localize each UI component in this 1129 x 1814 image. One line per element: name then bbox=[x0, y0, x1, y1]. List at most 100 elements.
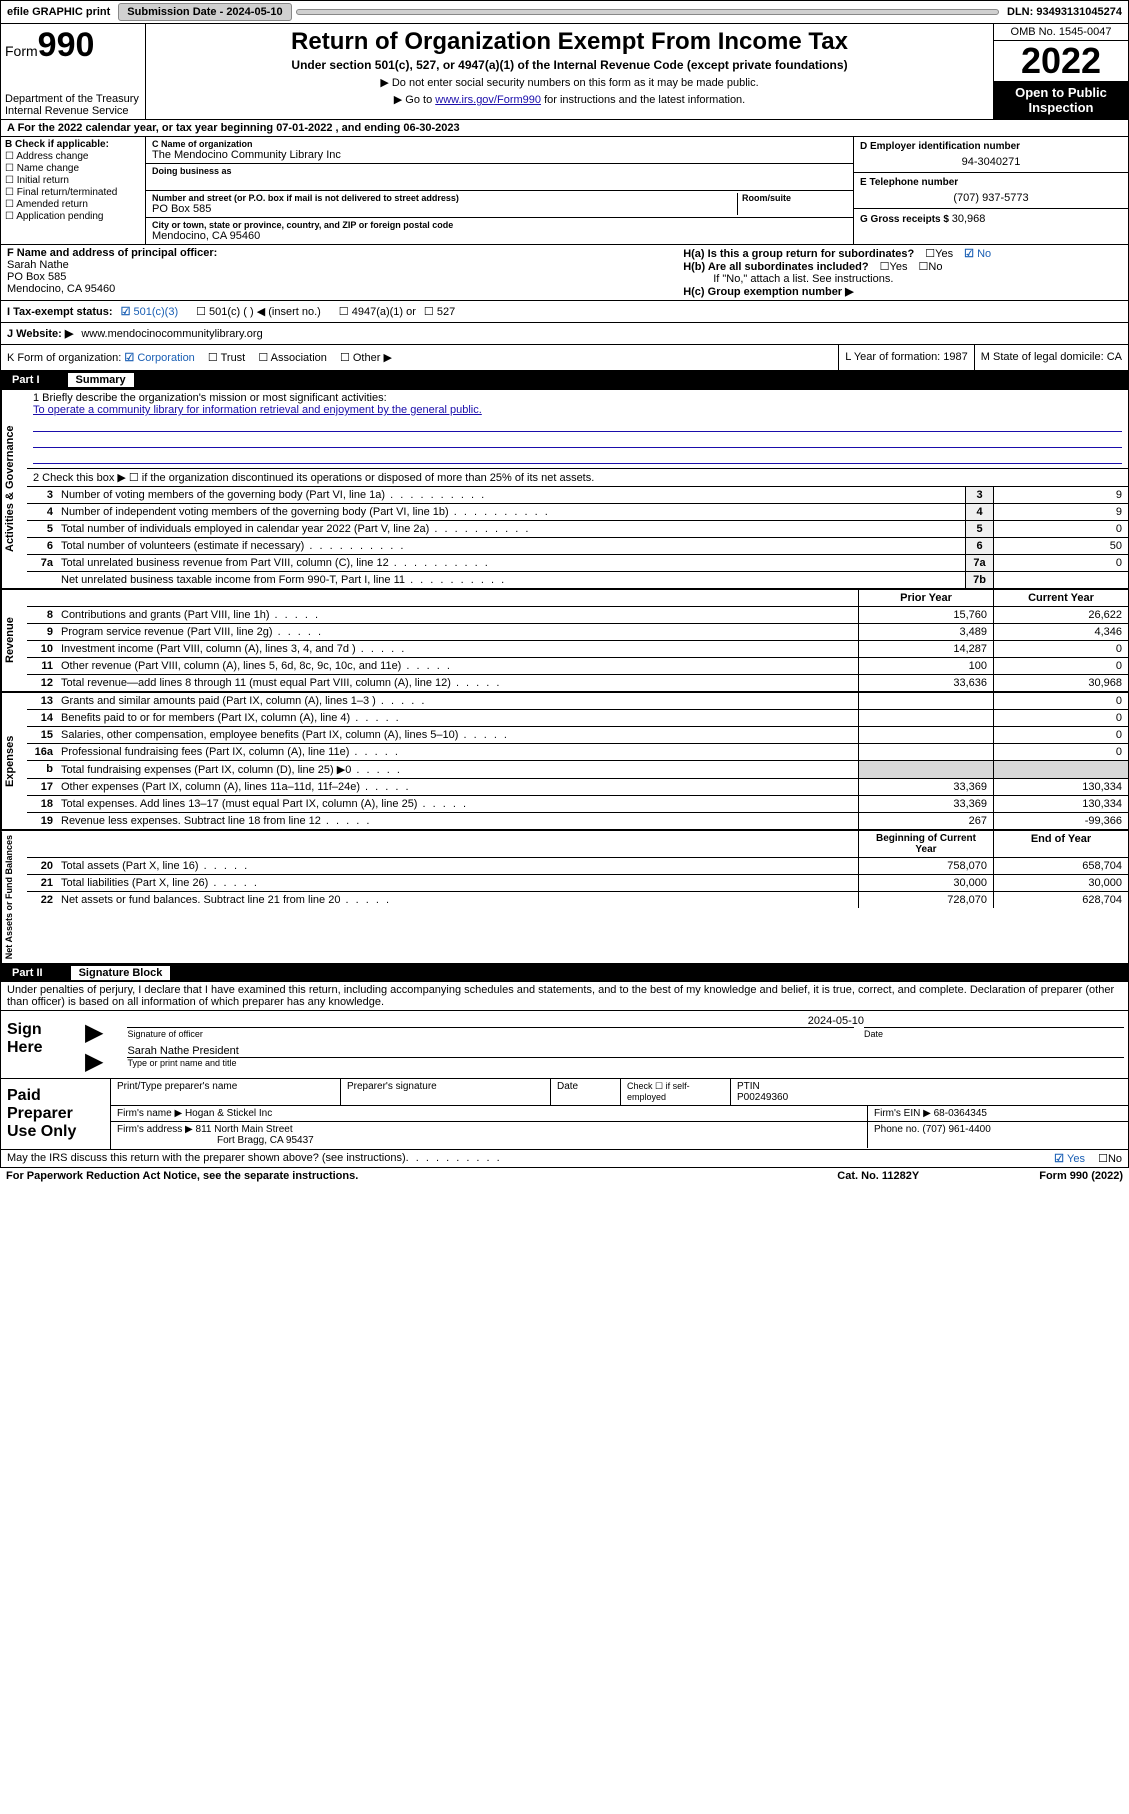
discuss-row: May the IRS discuss this return with the… bbox=[0, 1150, 1129, 1168]
box-k: K Form of organization: Corporation ☐ Tr… bbox=[1, 345, 838, 370]
mission-block: 1 Briefly describe the organization's mi… bbox=[27, 390, 1128, 469]
open-public-badge: Open to Public Inspection bbox=[994, 81, 1128, 119]
box-h: H(a) Is this a group return for subordin… bbox=[677, 245, 1128, 300]
discuss-no[interactable]: ☐No bbox=[1098, 1153, 1122, 1165]
row-klm: K Form of organization: Corporation ☐ Tr… bbox=[0, 345, 1129, 371]
footer: For Paperwork Reduction Act Notice, see … bbox=[0, 1168, 1129, 1184]
chk-4947[interactable]: ☐ 4947(a)(1) or bbox=[339, 305, 416, 318]
sig-arrow-2: ▶ bbox=[85, 1056, 103, 1068]
section-bcdeg: B Check if applicable: Address change Na… bbox=[0, 137, 1129, 244]
data-row: 15Salaries, other compensation, employee… bbox=[27, 727, 1128, 744]
box-b: B Check if applicable: Address change Na… bbox=[1, 137, 146, 244]
chk-address-change[interactable]: Address change bbox=[5, 151, 141, 162]
ein-label: D Employer identification number bbox=[860, 141, 1122, 152]
prep-selfemp[interactable]: Check ☐ if self-employed bbox=[621, 1079, 731, 1105]
phone-label: E Telephone number bbox=[860, 177, 1122, 188]
room-label: Room/suite bbox=[742, 193, 847, 203]
part1-body: Activities & Governance 1 Briefly descri… bbox=[0, 389, 1129, 964]
gov-row: 4Number of independent voting members of… bbox=[27, 504, 1128, 521]
chk-assoc[interactable]: ☐ Association bbox=[258, 352, 327, 364]
footer-left: For Paperwork Reduction Act Notice, see … bbox=[6, 1170, 358, 1182]
chk-app-pending[interactable]: Application pending bbox=[5, 211, 141, 222]
addr-value: PO Box 585 bbox=[152, 203, 737, 215]
discuss-dots bbox=[406, 1152, 502, 1165]
begin-year-header: Beginning of Current Year bbox=[858, 831, 993, 857]
top-bar: efile GRAPHIC print Submission Date - 20… bbox=[0, 0, 1129, 24]
firm-name-label: Firm's name ▶ bbox=[117, 1108, 185, 1119]
tax-year: 2022 bbox=[994, 41, 1128, 81]
discuss-yes[interactable]: Yes bbox=[1054, 1153, 1085, 1165]
vtab-netassets: Net Assets or Fund Balances bbox=[1, 831, 27, 963]
data-row: 11Other revenue (Part VIII, column (A), … bbox=[27, 658, 1128, 675]
chk-527[interactable]: ☐ 527 bbox=[424, 305, 455, 318]
mission-a: To operate a community library for infor… bbox=[33, 404, 1122, 416]
chk-501c[interactable]: ☐ 501(c) ( ) ◀ (insert no.) bbox=[196, 305, 321, 318]
part2-header: Part II Signature Block bbox=[0, 964, 1129, 982]
dba-label: Doing business as bbox=[152, 166, 847, 176]
submission-date-button[interactable]: Submission Date - 2024-05-10 bbox=[118, 3, 291, 21]
sig-name-label: Type or print name and title bbox=[127, 1057, 1124, 1068]
gross-value: 30,968 bbox=[952, 213, 986, 225]
ha-no[interactable]: No bbox=[964, 248, 991, 260]
gross-label: G Gross receipts $ bbox=[860, 214, 952, 225]
mission-q: 1 Briefly describe the organization's mi… bbox=[33, 392, 1122, 404]
prior-year-header: Prior Year bbox=[858, 590, 993, 606]
data-row: 9Program service revenue (Part VIII, lin… bbox=[27, 624, 1128, 641]
firm-addr-label: Firm's address ▶ bbox=[117, 1124, 196, 1135]
officer-name: Sarah Nathe bbox=[7, 259, 69, 271]
firm-ein-value: 68-0364345 bbox=[934, 1108, 987, 1119]
chk-other[interactable]: ☐ Other ▶ bbox=[340, 352, 392, 364]
k-label: K Form of organization: bbox=[7, 352, 121, 364]
data-row: 16aProfessional fundraising fees (Part I… bbox=[27, 744, 1128, 761]
hb-yes[interactable]: ☐Yes bbox=[880, 261, 908, 273]
part2-declaration: Under penalties of perjury, I declare th… bbox=[0, 982, 1129, 1011]
chk-initial-return[interactable]: Initial return bbox=[5, 175, 141, 186]
chk-name-change[interactable]: Name change bbox=[5, 163, 141, 174]
form-number: 990 bbox=[38, 26, 95, 64]
subtitle-1: Under section 501(c), 527, or 4947(a)(1)… bbox=[150, 58, 989, 72]
firm-phone-label: Phone no. bbox=[874, 1124, 922, 1135]
f-label: F Name and address of principal officer: bbox=[7, 247, 217, 259]
data-row: 22Net assets or fund balances. Subtract … bbox=[27, 892, 1128, 908]
gov-row: 6Total number of volunteers (estimate if… bbox=[27, 538, 1128, 555]
footer-mid: Cat. No. 11282Y bbox=[837, 1170, 919, 1182]
data-row: 8Contributions and grants (Part VIII, li… bbox=[27, 607, 1128, 624]
data-row: 10Investment income (Part VIII, column (… bbox=[27, 641, 1128, 658]
data-row: 12Total revenue—add lines 8 through 11 (… bbox=[27, 675, 1128, 691]
header-mid: Return of Organization Exempt From Incom… bbox=[146, 24, 993, 119]
prep-date-header: Date bbox=[551, 1079, 621, 1105]
data-row: 13Grants and similar amounts paid (Part … bbox=[27, 693, 1128, 710]
gov-row: 5Total number of individuals employed in… bbox=[27, 521, 1128, 538]
hb-row: H(b) Are all subordinates included? ☐Yes… bbox=[683, 260, 1122, 273]
firm-ein-label: Firm's EIN ▶ bbox=[874, 1108, 934, 1119]
chk-final-return[interactable]: Final return/terminated bbox=[5, 187, 141, 198]
subtitle-2: ▶ Do not enter social security numbers o… bbox=[150, 76, 989, 89]
gov-row: Net unrelated business taxable income fr… bbox=[27, 572, 1128, 588]
vtab-governance: Activities & Governance bbox=[1, 390, 27, 588]
ha-yes[interactable]: ☐Yes bbox=[925, 248, 953, 260]
hb-no[interactable]: ☐No bbox=[919, 261, 943, 273]
dln-label: DLN: 93493131045274 bbox=[1001, 4, 1128, 20]
blank-line-2 bbox=[33, 434, 1122, 448]
sig-officer-label: Signature of officer bbox=[127, 1027, 854, 1039]
chk-corp[interactable]: Corporation bbox=[124, 352, 194, 364]
phone-value: (707) 937-5773 bbox=[860, 188, 1122, 204]
form-title: Return of Organization Exempt From Incom… bbox=[150, 28, 989, 56]
sub3-pre: ▶ Go to bbox=[394, 94, 435, 106]
efile-label: efile GRAPHIC print bbox=[1, 4, 116, 20]
prep-sig-header: Preparer's signature bbox=[341, 1079, 551, 1105]
paid-preparer-label: Paid Preparer Use Only bbox=[1, 1079, 111, 1149]
form-label: Form bbox=[5, 43, 38, 59]
sig-name-value: Sarah Nathe President bbox=[127, 1045, 1124, 1057]
blank-line-3 bbox=[33, 450, 1122, 464]
blank-line-1 bbox=[33, 418, 1122, 432]
box-l: L Year of formation: 1987 bbox=[838, 345, 974, 370]
chk-trust[interactable]: ☐ Trust bbox=[208, 352, 245, 364]
hc-label: H(c) Group exemption number ▶ bbox=[683, 285, 1122, 298]
current-year-header: Current Year bbox=[993, 590, 1128, 606]
chk-501c3[interactable]: 501(c)(3) bbox=[121, 305, 179, 318]
chk-amended[interactable]: Amended return bbox=[5, 199, 141, 210]
box-m: M State of legal domicile: CA bbox=[974, 345, 1128, 370]
irs-link[interactable]: www.irs.gov/Form990 bbox=[435, 94, 541, 106]
vtab-revenue: Revenue bbox=[1, 590, 27, 691]
